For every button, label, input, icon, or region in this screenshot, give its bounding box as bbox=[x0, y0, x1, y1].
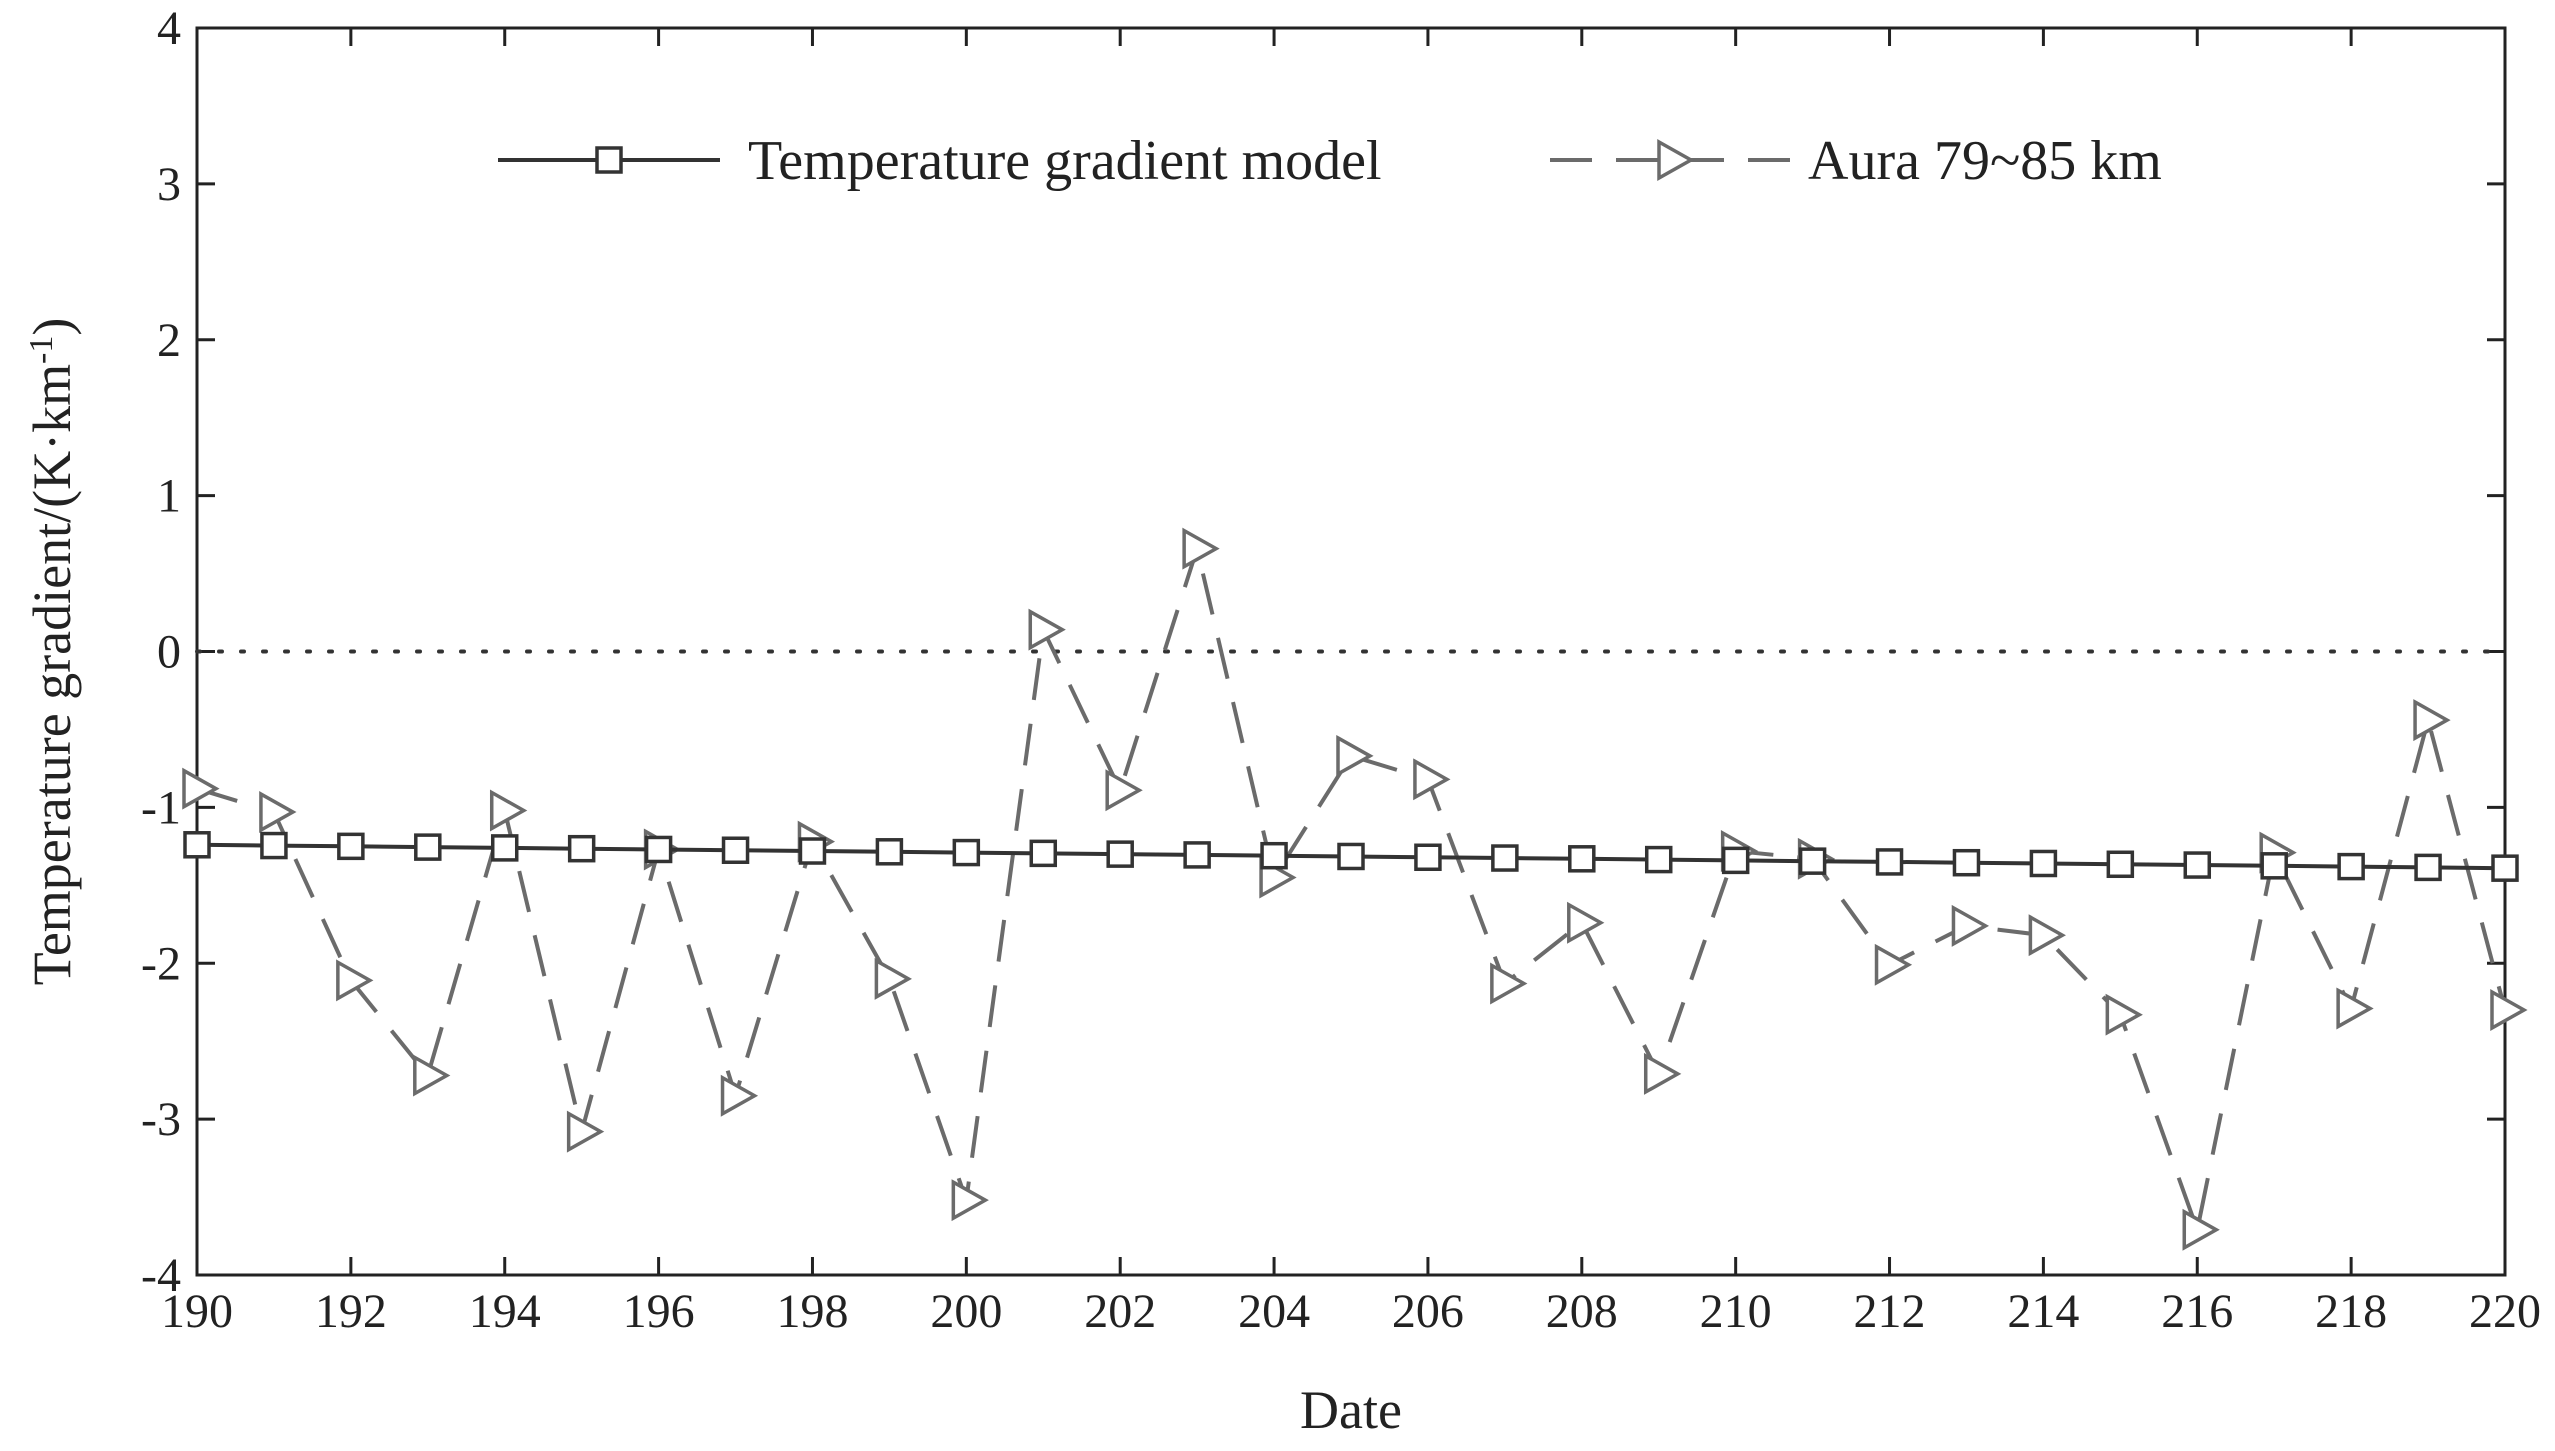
x-tick-label: 196 bbox=[623, 1285, 695, 1338]
data-point bbox=[183, 831, 211, 859]
data-point bbox=[798, 837, 827, 865]
data-point bbox=[2337, 852, 2365, 881]
y-axis-title-main: Temperature gradient/(K·km bbox=[22, 364, 82, 985]
x-tick-label: 212 bbox=[1854, 1285, 1926, 1338]
data-point bbox=[182, 767, 220, 810]
data-point bbox=[1721, 846, 1750, 875]
data-point bbox=[1029, 839, 1058, 868]
axes: 190 192 194 196 198 200 202 204 206 208 210 212 214 2… bbox=[141, 2, 2541, 1338]
data-point bbox=[1643, 1052, 1682, 1095]
series-group bbox=[182, 527, 2528, 1251]
y-axis-title-close: ) bbox=[22, 318, 82, 336]
data-point bbox=[1568, 845, 1596, 873]
x-tick-label: 190 bbox=[161, 1285, 233, 1338]
x-tick-label: 216 bbox=[2161, 1285, 2233, 1338]
x-axis-title: Date bbox=[1300, 1380, 1402, 1440]
x-tick-label: 192 bbox=[315, 1285, 387, 1338]
data-point bbox=[1644, 845, 1673, 874]
x-tick-label: 218 bbox=[2315, 1285, 2387, 1338]
data-point bbox=[952, 838, 981, 867]
data-point bbox=[1106, 840, 1134, 868]
data-point bbox=[1491, 844, 1519, 872]
y-tick-label: -4 bbox=[141, 1249, 181, 1302]
x-tick-label: 206 bbox=[1392, 1285, 1464, 1338]
data-point bbox=[874, 957, 912, 1000]
y-tick-label: 4 bbox=[157, 2, 181, 55]
x-tick-label: 194 bbox=[469, 1285, 541, 1338]
data-point bbox=[2028, 914, 2066, 957]
data-point bbox=[644, 835, 673, 864]
y-tick-label: -1 bbox=[141, 781, 181, 834]
y-tick-label: 0 bbox=[157, 626, 181, 679]
data-point bbox=[1260, 841, 1288, 870]
legend: Temperature gradient model Aura 79~85 km bbox=[498, 130, 2162, 192]
data-point bbox=[414, 833, 442, 861]
data-point bbox=[1105, 769, 1143, 812]
x-tick-label: 198 bbox=[776, 1285, 848, 1338]
x-tick-label: 204 bbox=[1238, 1285, 1310, 1338]
data-point bbox=[260, 831, 288, 860]
data-point bbox=[566, 1110, 605, 1153]
data-point bbox=[951, 1179, 989, 1222]
data-point bbox=[1798, 847, 1827, 875]
data-point bbox=[875, 838, 904, 866]
data-point bbox=[2491, 854, 2519, 882]
data-point bbox=[2105, 993, 2143, 1036]
legend-model-label: Temperature gradient model bbox=[748, 130, 1382, 192]
data-point bbox=[1182, 527, 1220, 570]
data-point bbox=[336, 959, 374, 1002]
data-point bbox=[1874, 943, 1913, 986]
series-model bbox=[183, 831, 2519, 882]
data-point bbox=[2260, 852, 2288, 880]
data-point bbox=[490, 834, 519, 862]
data-point bbox=[567, 834, 596, 863]
data-point bbox=[1413, 758, 1451, 801]
series-aura bbox=[182, 527, 2528, 1251]
data-point bbox=[1951, 904, 1990, 947]
x-tick-label: 200 bbox=[930, 1285, 1002, 1338]
data-point bbox=[2183, 851, 2212, 879]
data-point bbox=[1028, 608, 1066, 651]
x-tick-label: 208 bbox=[1546, 1285, 1618, 1338]
data-point bbox=[2029, 849, 2058, 878]
y-tick-label: -3 bbox=[141, 1093, 181, 1146]
x-tick-label: 214 bbox=[2007, 1285, 2079, 1338]
data-point bbox=[720, 1074, 759, 1117]
data-point bbox=[413, 1054, 451, 1097]
y-tick-label: -2 bbox=[141, 937, 181, 990]
data-point bbox=[2106, 850, 2135, 879]
legend-model-marker bbox=[595, 146, 623, 174]
data-point bbox=[2490, 989, 2528, 1032]
data-point bbox=[1336, 734, 1374, 777]
data-point bbox=[337, 832, 365, 861]
data-point bbox=[1183, 841, 1211, 869]
y-axis-title-sup: -1 bbox=[23, 336, 60, 364]
legend-aura-label: Aura 79~85 km bbox=[1808, 130, 2162, 192]
y-tick-label: 2 bbox=[157, 314, 181, 367]
x-tick-label: 220 bbox=[2469, 1285, 2541, 1338]
data-point bbox=[1490, 962, 1528, 1005]
y-tick-label: 1 bbox=[157, 470, 181, 523]
x-tick-label: 202 bbox=[1084, 1285, 1156, 1338]
data-point bbox=[1414, 843, 1442, 872]
data-point bbox=[1952, 848, 1981, 877]
legend-aura-marker bbox=[1657, 139, 1695, 181]
data-point bbox=[1875, 848, 1904, 876]
y-tick-label: 3 bbox=[157, 158, 181, 211]
x-tick-label: 210 bbox=[1700, 1285, 1772, 1338]
data-point bbox=[2413, 699, 2451, 742]
data-point bbox=[259, 791, 297, 834]
data-point bbox=[1567, 901, 1605, 944]
data-point bbox=[2414, 853, 2442, 882]
data-point bbox=[2336, 987, 2374, 1030]
data-point bbox=[721, 836, 750, 864]
data-point bbox=[489, 789, 528, 832]
y-axis-title: Temperature gradient/(K·km-1) bbox=[22, 318, 82, 986]
data-point bbox=[1337, 842, 1365, 871]
data-point bbox=[2182, 1208, 2220, 1251]
